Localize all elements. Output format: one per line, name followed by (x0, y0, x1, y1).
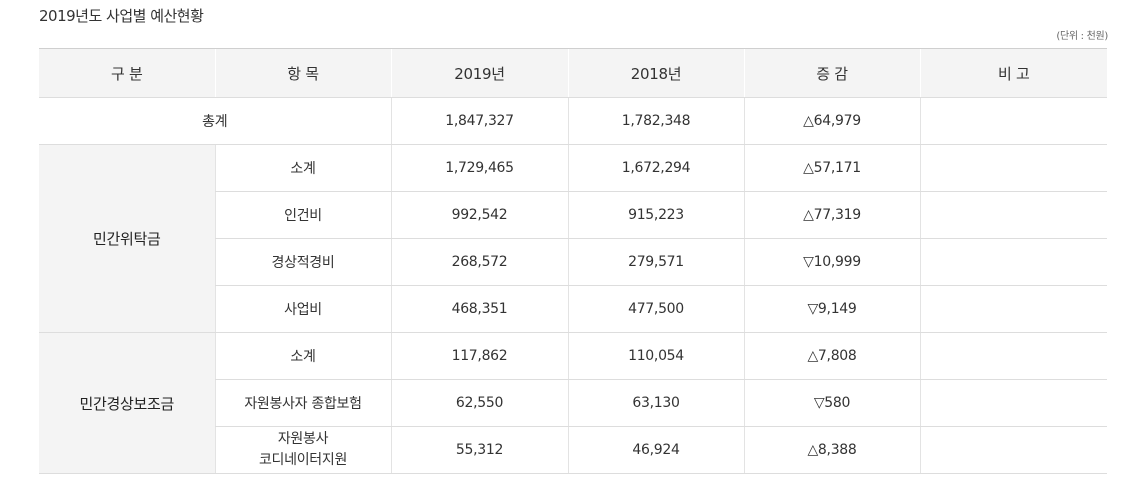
row-2018: 915,223 (567, 191, 744, 239)
total-change: △64,979 (743, 97, 920, 145)
header-item: 항 목 (214, 48, 391, 98)
table-row: 민간경상보조금 소계 117,862 110,054 △7,808 (39, 332, 1107, 474)
total-2019: 1,847,327 (390, 97, 568, 145)
row-2018: 279,571 (567, 238, 744, 286)
row-item: 소계 (214, 332, 391, 380)
row-2019: 62,550 (390, 379, 568, 427)
table-row: 자원봉사 코디네이터지원 55,312 46,924 △8,388 (39, 426, 1107, 474)
row-item: 인건비 (214, 191, 391, 239)
table-row: 경상적경비 268,572 279,571 ▽10,999 (39, 238, 1107, 286)
header-2018: 2018년 (567, 48, 744, 98)
row-note (919, 379, 1107, 427)
row-note (919, 285, 1107, 333)
row-2019: 268,572 (390, 238, 568, 286)
total-2018: 1,782,348 (567, 97, 744, 145)
header-2019: 2019년 (390, 48, 568, 98)
row-change: ▽580 (743, 379, 920, 427)
row-2019: 117,862 (390, 332, 568, 380)
total-note (919, 97, 1107, 145)
row-note (919, 332, 1107, 380)
row-2018: 46,924 (567, 426, 744, 474)
header-row: 구 분 항 목 2019년 2018년 증 감 비 고 (39, 48, 1107, 98)
row-change: △57,171 (743, 144, 920, 192)
row-item-line: 자원봉사 (277, 431, 329, 447)
row-2018: 110,054 (567, 332, 744, 380)
row-item: 소계 (214, 144, 391, 192)
row-item: 경상적경비 (214, 238, 391, 286)
row-note (919, 238, 1107, 286)
row-item-line: 코디네이터지원 (258, 452, 348, 468)
header-change: 증 감 (743, 48, 920, 98)
row-2019: 55,312 (390, 426, 568, 474)
row-note (919, 191, 1107, 239)
row-2018: 63,130 (567, 379, 744, 427)
row-2018: 1,672,294 (567, 144, 744, 192)
row-note (919, 144, 1107, 192)
page-title: 2019년도 사업별 예산현황 (39, 7, 204, 25)
table-row: 사업비 468,351 477,500 ▽9,149 (39, 285, 1107, 333)
table-row: 민간위탁금 소계 1,729,465 1,672,294 △57,171 (39, 144, 1107, 333)
table-row: 인건비 992,542 915,223 △77,319 (39, 191, 1107, 239)
row-change: △77,319 (743, 191, 920, 239)
row-2019: 1,729,465 (390, 144, 568, 192)
row-item: 자원봉사 코디네이터지원 (214, 426, 391, 474)
total-label: 총계 (39, 97, 391, 145)
row-note (919, 426, 1107, 474)
header-category: 구 분 (39, 48, 215, 98)
row-change: ▽9,149 (743, 285, 920, 333)
group-label-private-consignment: 민간위탁금 (39, 144, 215, 333)
row-change: △7,808 (743, 332, 920, 380)
row-item: 자원봉사자 종합보험 (214, 379, 391, 427)
row-item: 사업비 (214, 285, 391, 333)
total-row: 총계 1,847,327 1,782,348 △64,979 (39, 97, 1107, 145)
row-change: △8,388 (743, 426, 920, 474)
row-change: ▽10,999 (743, 238, 920, 286)
budget-table: 구 분 항 목 2019년 2018년 증 감 비 고 총계 1,847,327… (39, 48, 1107, 474)
row-2019: 468,351 (390, 285, 568, 333)
table-row: 자원봉사자 종합보험 62,550 63,130 ▽580 (39, 379, 1107, 427)
row-2019: 992,542 (390, 191, 568, 239)
unit-label: (단위 : 천원) (1056, 31, 1108, 42)
header-note: 비 고 (919, 48, 1107, 98)
row-2018: 477,500 (567, 285, 744, 333)
group-label-private-subsidy: 민간경상보조금 (39, 332, 215, 474)
